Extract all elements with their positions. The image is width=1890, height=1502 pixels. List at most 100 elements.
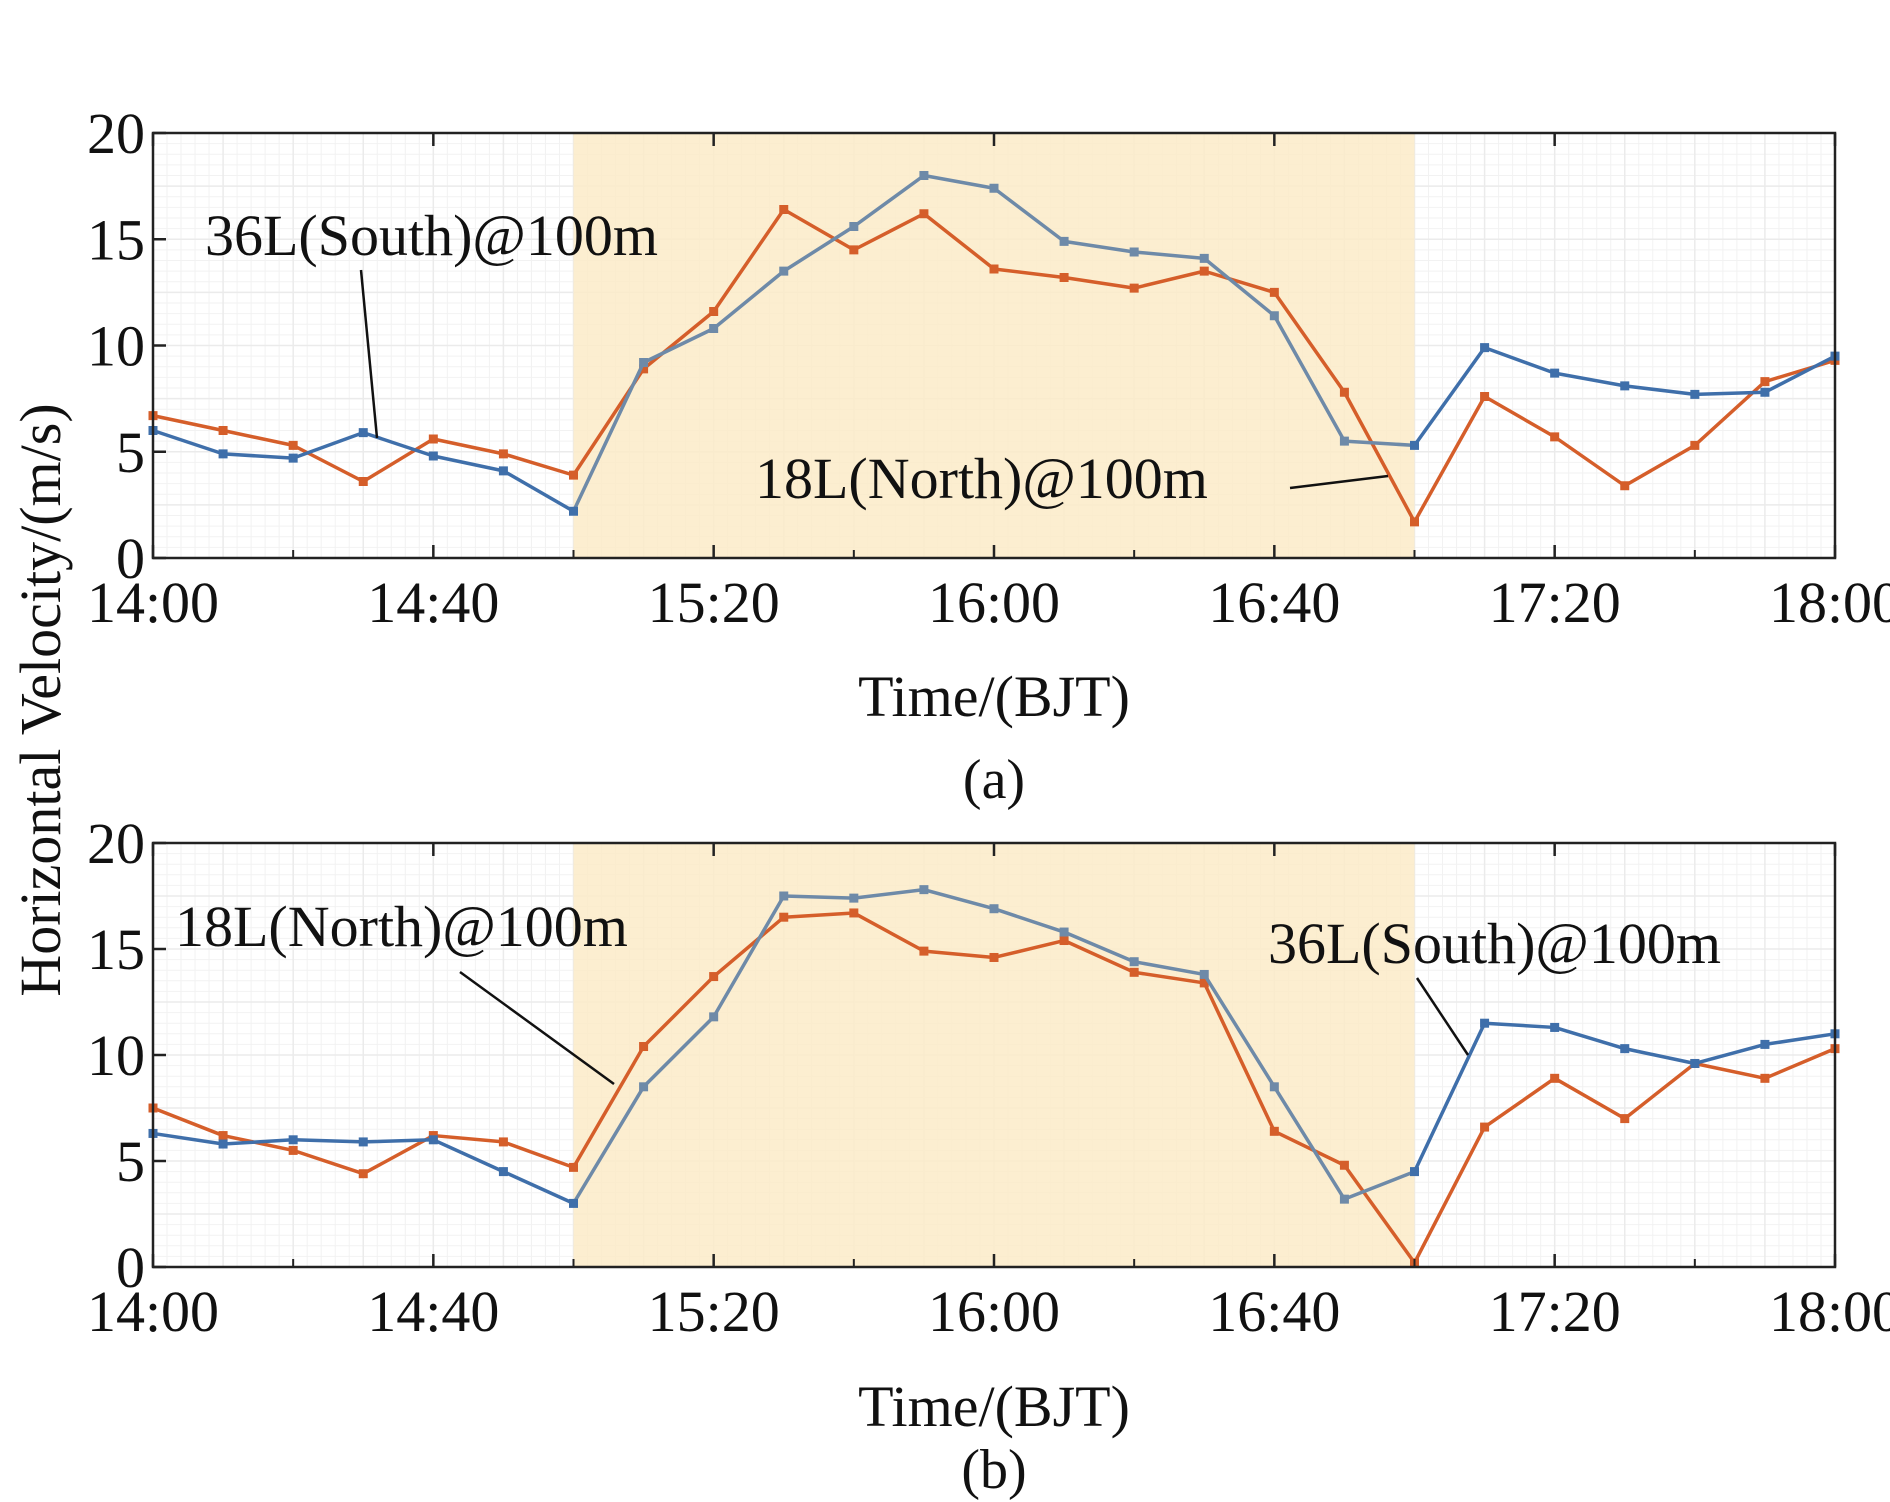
data-point: [1199, 969, 1209, 979]
series-segment: [501, 1169, 576, 1206]
series-segment: [501, 452, 576, 477]
series-segment: [782, 894, 856, 900]
series-segment: [151, 428, 225, 456]
shaded-interval: [573, 133, 1415, 558]
y-tick-label: 0: [116, 1235, 145, 1300]
series-segment: [1132, 959, 1206, 977]
series-segment: [1623, 384, 1697, 397]
series-segment: [1552, 1025, 1627, 1051]
data-point: [919, 209, 929, 219]
series-segment: [571, 360, 646, 513]
data-point: [498, 1137, 508, 1147]
series-segment: [151, 1106, 225, 1138]
data-point: [218, 1131, 228, 1141]
series-segment: [1272, 314, 1347, 443]
data-point: [1480, 343, 1490, 353]
tick-marks: [151, 131, 1837, 560]
data-point: [849, 908, 859, 918]
series-segment: [1132, 250, 1206, 261]
y-tick-label: 15: [87, 917, 145, 982]
series-segment: [1482, 394, 1557, 439]
data-point: [1550, 368, 1560, 378]
data-point: [1059, 936, 1069, 946]
series-segment: [1763, 1046, 1837, 1081]
data-point: [639, 364, 649, 374]
data-point: [218, 426, 228, 435]
annotation-36l-south: 36L(South)@100m: [205, 203, 658, 268]
series-segment: [992, 267, 1066, 280]
series-segment: [221, 428, 295, 448]
data-point: [1059, 273, 1069, 282]
data-point: [358, 1169, 368, 1179]
series-segment: [1132, 970, 1206, 985]
data-point: [569, 1162, 578, 1172]
y-tick-label: 20: [87, 811, 145, 876]
x-tick-label: 14:00: [87, 1279, 219, 1344]
series-segment: [1272, 290, 1347, 394]
data-point: [288, 440, 298, 450]
data-point: [1199, 978, 1209, 988]
data-point: [779, 891, 789, 901]
data-point: [218, 449, 228, 459]
y-tick-label: 10: [87, 1023, 145, 1088]
x-tick-label: 14:40: [367, 1279, 499, 1344]
data-point: [1059, 236, 1069, 246]
data-point: [779, 205, 789, 214]
data-point: [1269, 287, 1279, 297]
series-segment: [1552, 435, 1627, 488]
series-segment: [1412, 1021, 1487, 1174]
series-segment: [711, 207, 786, 314]
series-segment: [1272, 1085, 1347, 1201]
data-point: [1129, 967, 1139, 977]
data-point: [1690, 440, 1700, 450]
annotation-36l-south-leader: [359, 269, 379, 439]
x-axis-title: Time/(BJT): [858, 1374, 1130, 1439]
data-point: [569, 470, 578, 480]
y-axis-title: Horizontal Velocity/(m/s): [8, 403, 73, 996]
data-point: [1550, 1073, 1560, 1083]
data-point: [1339, 436, 1349, 446]
x-tick-label: 16:40: [1208, 1279, 1340, 1344]
data-point: [1129, 283, 1139, 293]
annotation-18l-north-leader: [459, 970, 615, 1086]
y-tick-label: 15: [87, 207, 145, 272]
data-point: [989, 183, 999, 193]
series-segment: [711, 894, 786, 1019]
series-layer: [148, 885, 1840, 1268]
x-tick-label: 15:20: [648, 570, 780, 635]
data-point: [1269, 311, 1279, 321]
series-segment: [151, 413, 225, 433]
chart-panel-a: 14:00 14:40 15:20 16:00 16:40 17:20 18:00 0 5 10…: [87, 101, 1890, 811]
annotation-36l-south-leader: [1415, 977, 1470, 1056]
series-segment: [1412, 345, 1487, 448]
data-point: [1199, 253, 1209, 263]
data-point: [428, 434, 438, 444]
series-segment: [1623, 1046, 1697, 1066]
series-segment: [361, 1138, 436, 1144]
data-point: [288, 1135, 298, 1145]
series-segment: [922, 949, 996, 960]
series-segment: [641, 309, 716, 371]
data-point: [428, 451, 438, 461]
series-segment: [1132, 269, 1206, 290]
shaded-interval: [573, 843, 1415, 1267]
x-tick-label: 18:00: [1769, 1279, 1890, 1344]
data-point: [1339, 387, 1349, 397]
data-point: [1550, 1022, 1560, 1032]
x-tick-label: 17:20: [1489, 570, 1621, 635]
data-point: [1620, 381, 1630, 391]
data-point: [1480, 1018, 1490, 1028]
data-point: [1620, 481, 1630, 491]
series-segment: [431, 454, 506, 473]
series-segment: [501, 469, 576, 513]
series-segment: [1763, 1032, 1837, 1047]
y-tick-label: 0: [116, 526, 145, 591]
series-segment: [852, 212, 926, 252]
data-point: [1339, 1160, 1349, 1170]
data-point: [498, 466, 508, 476]
data-point: [989, 904, 999, 914]
series-segment: [992, 906, 1066, 934]
x-axis-title: Time/(BJT): [858, 664, 1130, 729]
data-point: [919, 171, 929, 180]
